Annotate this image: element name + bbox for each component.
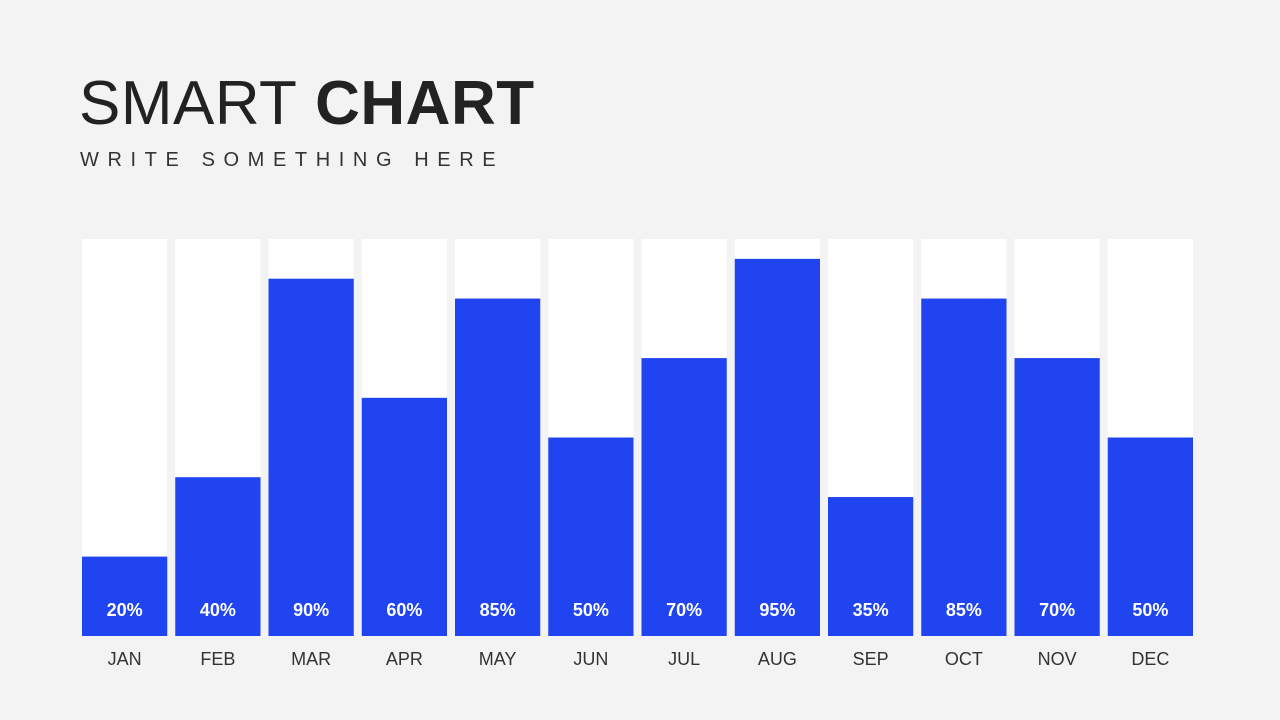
category-label-may: MAY	[479, 649, 517, 669]
bar-may	[455, 298, 541, 636]
bar-apr	[361, 397, 447, 636]
bar-jul	[641, 358, 727, 636]
bar-oct	[921, 298, 1007, 636]
bar-mar	[268, 278, 354, 636]
bar-value-label-jan: 20%	[107, 600, 143, 620]
category-label-oct: OCT	[945, 649, 983, 669]
bar-value-label-feb: 40%	[200, 600, 236, 620]
category-label-dec: DEC	[1131, 649, 1169, 669]
category-label-aug: AUG	[758, 649, 797, 669]
bar-dec	[1107, 437, 1193, 636]
bar-aug	[734, 258, 820, 636]
category-label-mar: MAR	[291, 649, 331, 669]
bar-nov	[1014, 358, 1100, 636]
category-label-nov: NOV	[1038, 649, 1077, 669]
category-label-feb: FEB	[200, 649, 235, 669]
bar-value-label-mar: 90%	[293, 600, 329, 620]
bar-value-label-may: 85%	[480, 600, 516, 620]
category-label-jun: JUN	[573, 649, 608, 669]
chart-title-bold: CHART	[315, 69, 535, 138]
bar-value-label-nov: 70%	[1039, 600, 1075, 620]
chart-title-light: SMART	[79, 69, 298, 138]
category-label-apr: APR	[386, 649, 423, 669]
bar-value-label-sep: 35%	[853, 600, 889, 620]
category-label-jan: JAN	[108, 649, 142, 669]
bar-sep	[828, 497, 914, 636]
chart-subtitle: WRITE SOMETHING HERE	[80, 149, 505, 171]
bar-value-label-oct: 85%	[946, 600, 982, 620]
bar-feb	[175, 477, 261, 636]
bar-value-label-apr: 60%	[386, 600, 422, 620]
category-label-sep: SEP	[853, 649, 889, 669]
bar-jan	[82, 556, 168, 636]
bar-value-label-jun: 50%	[573, 600, 609, 620]
bar-jun	[548, 437, 634, 636]
chart-title: SMART CHART	[79, 64, 535, 144]
bar-value-label-aug: 95%	[759, 600, 795, 620]
bar-value-label-jul: 70%	[666, 600, 702, 620]
category-label-jul: JUL	[668, 649, 700, 669]
bar-value-label-dec: 50%	[1132, 600, 1168, 620]
